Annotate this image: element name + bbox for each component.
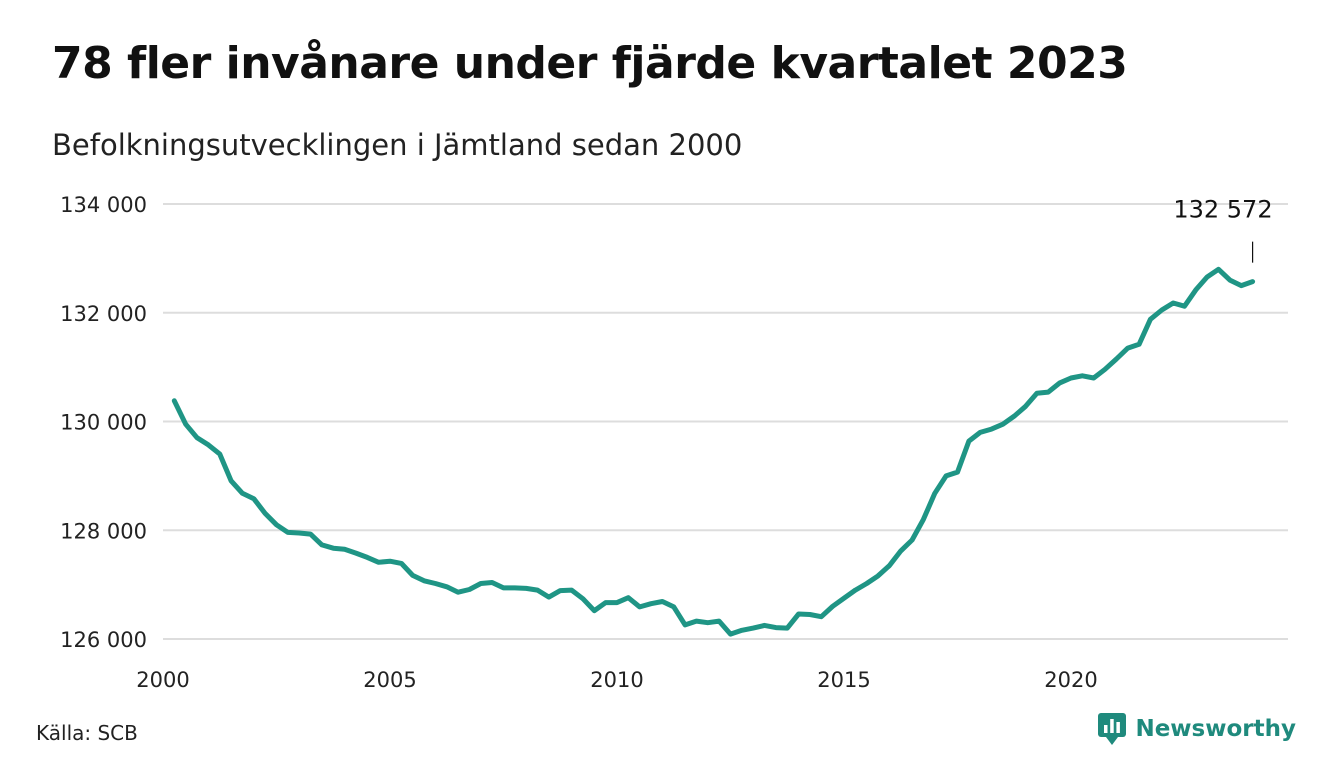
brand-logo[interactable]: Newsworthy <box>1097 712 1296 746</box>
y-tick-label: 134 000 <box>60 193 147 217</box>
newsworthy-logo-icon <box>1098 713 1127 745</box>
chart-subtitle: Befolkningsutvecklingen i Jämtland sedan… <box>52 128 743 162</box>
x-tick-label: 2005 <box>363 668 416 692</box>
grid-lines <box>163 203 1288 640</box>
chart-title: 78 fler invånare under fjärde kvartalet … <box>52 38 1128 89</box>
population-series-line <box>171 266 1256 637</box>
y-tick-label: 126 000 <box>60 628 147 652</box>
population-line-chart: 126 000 128 000 130 000 132 000 134 000 2000… <box>60 193 1288 692</box>
y-axis-tick-labels: 126 000 128 000 130 000 132 000 134 000 <box>60 193 147 652</box>
x-axis-tick-labels: 2000 2005 2010 2015 2020 <box>136 668 1097 692</box>
brand-name: Newsworthy <box>1135 716 1296 742</box>
x-tick-label: 2000 <box>136 668 189 692</box>
annotation-last-value: 132 572 <box>1173 196 1272 224</box>
x-tick-label: 2015 <box>817 668 870 692</box>
x-tick-label: 2020 <box>1044 668 1097 692</box>
y-tick-label: 130 000 <box>60 411 147 435</box>
y-tick-label: 132 000 <box>60 302 147 326</box>
x-tick-label: 2010 <box>590 668 643 692</box>
source-note: Källa: SCB <box>36 721 138 745</box>
y-tick-label: 128 000 <box>60 519 147 543</box>
